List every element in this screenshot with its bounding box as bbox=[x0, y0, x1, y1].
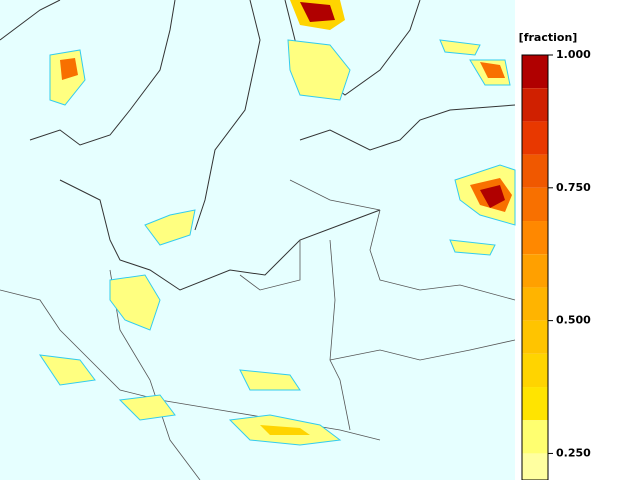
colorbar-band bbox=[522, 221, 548, 255]
colorbar-tick-label: 0.750 bbox=[556, 181, 591, 194]
colorbar-band bbox=[522, 320, 548, 354]
colorbar-tick-label: 0.250 bbox=[556, 446, 591, 459]
colorbar-band bbox=[522, 55, 548, 89]
colorbar-band bbox=[522, 287, 548, 321]
colorbar-band bbox=[522, 254, 548, 288]
colorbar: [fraction] 1.000 0.750 0.500 0.250 bbox=[519, 31, 591, 480]
colorbar-title: [fraction] bbox=[519, 31, 578, 44]
colorbar-band bbox=[522, 387, 548, 421]
colorbar-tick-label: 0.500 bbox=[556, 314, 591, 327]
colorbar-band bbox=[522, 88, 548, 122]
colorbar-tick-label: 1.000 bbox=[556, 48, 591, 61]
colorbar-band bbox=[522, 187, 548, 222]
colorbar-frame bbox=[521, 54, 549, 480]
colorbar-band bbox=[522, 121, 548, 155]
colorbar-band bbox=[522, 453, 548, 480]
colorbar-band bbox=[522, 353, 548, 388]
colorbar-band bbox=[522, 420, 548, 454]
colorbar-band bbox=[522, 154, 548, 188]
map bbox=[0, 0, 516, 480]
